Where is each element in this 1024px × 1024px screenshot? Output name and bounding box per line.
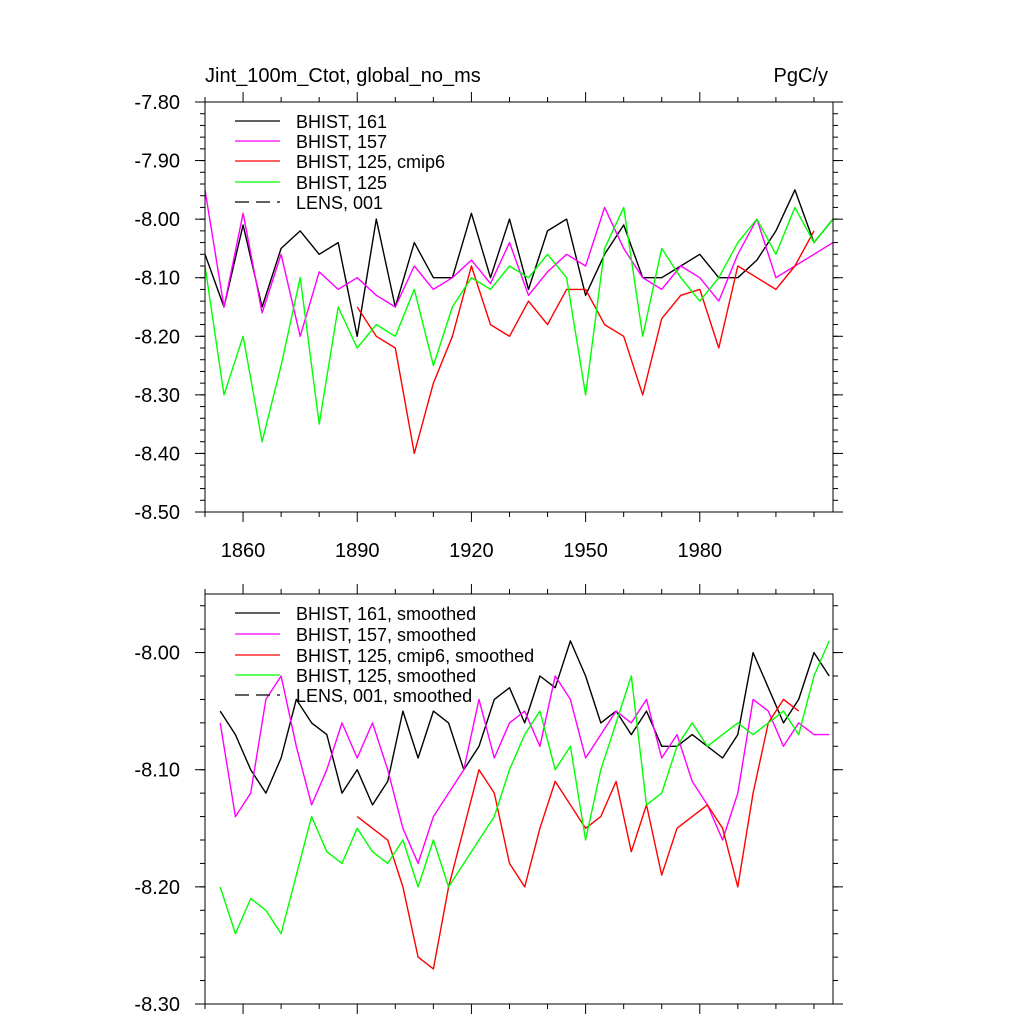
top-xtick-label: 1950 bbox=[563, 540, 608, 562]
top-series-group bbox=[205, 189, 833, 455]
legend-label-lens-001-smoothed: LENS, 001, smoothed bbox=[296, 686, 472, 706]
bottom-chart-panel: -8.30 -8.20 -8.10 -8.00 BHIST, 161, smoothe… bbox=[134, 584, 843, 1016]
top-ytick-label: -7.90 bbox=[134, 151, 180, 173]
bottom-ytick-label: -8.00 bbox=[134, 643, 180, 665]
bottom-legend: BHIST, 161, smoothed BHIST, 157, smoothe… bbox=[235, 604, 534, 706]
bottom-plot-frame bbox=[204, 593, 834, 1005]
legend-label-bhist-157-smoothed: BHIST, 157, smoothed bbox=[296, 625, 476, 645]
chart-title: Jint_100m_Ctot, global_no_ms bbox=[205, 65, 481, 87]
series-line-bhist-125-smoothed bbox=[219, 640, 830, 935]
bottom-series-group bbox=[219, 640, 830, 970]
legend-label-bhist-125: BHIST, 125 bbox=[296, 173, 387, 193]
series-line-bhist-157-smoothed bbox=[219, 675, 830, 865]
top-axes: -8.50 -8.40 -8.30 -8.20 -8.10 -8.00 -7.90 -7.80… bbox=[134, 92, 843, 562]
legend-label-bhist-125-smoothed: BHIST, 125, smoothed bbox=[296, 666, 476, 686]
top-plot-frame bbox=[204, 101, 834, 513]
legend-label-bhist-161: BHIST, 161 bbox=[296, 112, 387, 132]
top-ytick-label: -8.00 bbox=[134, 209, 180, 231]
top-xtick-label: 1980 bbox=[678, 540, 723, 562]
top-xtick-label: 1860 bbox=[221, 540, 266, 562]
legend-label-bhist-125-cmip6: BHIST, 125, cmip6 bbox=[296, 152, 445, 172]
top-legend: BHIST, 161 BHIST, 157 BHIST, 125, cmip6 … bbox=[235, 112, 445, 213]
units-label: PgC/y bbox=[774, 65, 828, 87]
legend-label-bhist-161-smoothed: BHIST, 161, smoothed bbox=[296, 604, 476, 624]
series-line-bhist-125-cmip6 bbox=[356, 230, 815, 455]
top-ytick-label: -8.20 bbox=[134, 326, 180, 348]
bottom-ytick-label: -8.30 bbox=[134, 994, 180, 1016]
top-ytick-label: -8.10 bbox=[134, 268, 180, 290]
top-ytick-label: -8.30 bbox=[134, 385, 180, 407]
legend-label-bhist-125-cmip6-smoothed: BHIST, 125, cmip6, smoothed bbox=[296, 646, 534, 666]
series-line-bhist-161-smoothed bbox=[219, 640, 830, 806]
top-xtick-label: 1920 bbox=[449, 540, 494, 562]
bottom-ytick-label: -8.20 bbox=[134, 877, 180, 899]
top-xtick-label: 1890 bbox=[335, 540, 380, 562]
top-ytick-label: -8.50 bbox=[134, 502, 180, 524]
legend-label-bhist-157: BHIST, 157 bbox=[296, 132, 387, 152]
top-chart-panel: Jint_100m_Ctot, global_no_ms PgC/y -8.50… bbox=[134, 65, 843, 562]
top-ytick-label: -7.80 bbox=[134, 92, 180, 114]
series-line-bhist-125-cmip6-smoothed bbox=[356, 698, 800, 970]
bottom-axes: -8.30 -8.20 -8.10 -8.00 bbox=[134, 584, 843, 1016]
legend-label-lens-001: LENS, 001 bbox=[296, 193, 383, 213]
bottom-ytick-label: -8.10 bbox=[134, 760, 180, 782]
series-line-bhist-125 bbox=[205, 206, 833, 443]
top-ytick-label: -8.40 bbox=[134, 443, 180, 465]
series-line-bhist-157 bbox=[205, 189, 833, 337]
